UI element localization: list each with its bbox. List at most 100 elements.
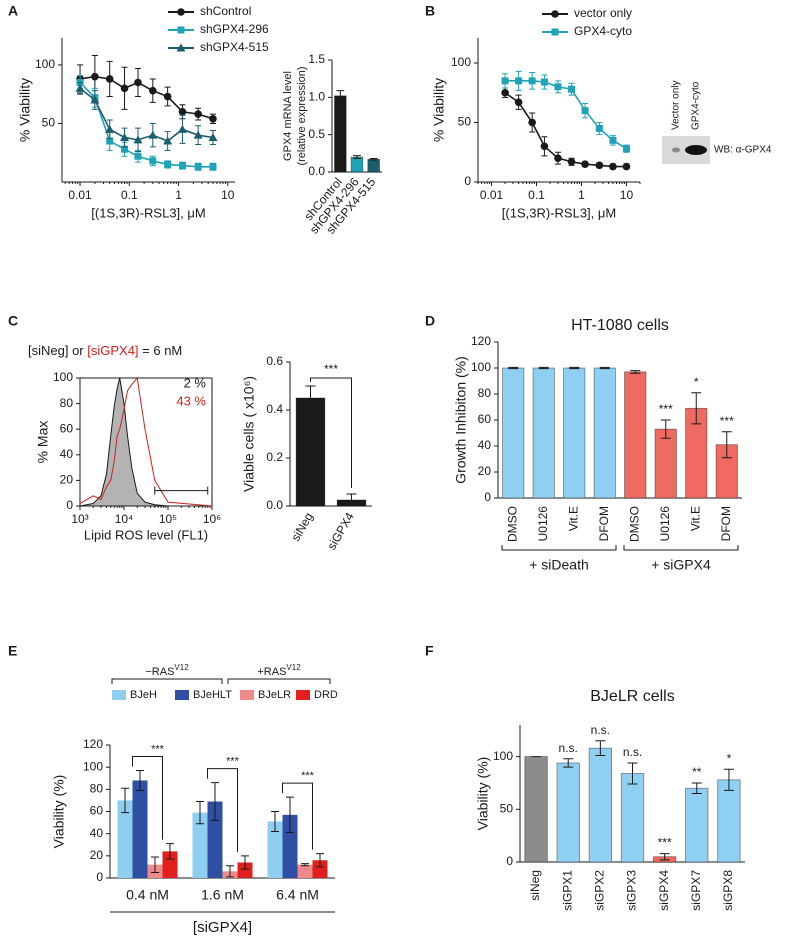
blot-band (685, 145, 707, 155)
error-bar (211, 782, 219, 821)
error-bar (660, 419, 671, 439)
y-tick-label: 40 (90, 826, 104, 840)
marker (209, 163, 217, 171)
x-tick-label: 1 (578, 188, 585, 202)
y-tick-label: 120 (83, 737, 103, 751)
x-tick-label: 10 (221, 188, 235, 202)
marker (595, 124, 603, 132)
legend-label: DRD (314, 689, 338, 701)
x-tick-label: 0.4 nM (126, 887, 169, 903)
x-tick-label: 1.6 nM (201, 887, 244, 903)
x-tick-label: 10³ (71, 512, 88, 526)
bar (237, 862, 253, 878)
panel-label: E (8, 643, 17, 659)
legend-label: BJeH (130, 689, 157, 701)
marker (106, 137, 114, 145)
y-tick-label: 80 (478, 386, 492, 400)
significance: * (694, 375, 699, 389)
y-axis-label: Viability (%) (475, 757, 491, 831)
y-tick-label: 100 (53, 370, 73, 384)
legend-swatch (296, 690, 310, 700)
bar (624, 371, 647, 499)
x-tick-label: 10 (620, 188, 634, 202)
header-part: [siGPX4] (87, 343, 138, 358)
significance-bracket (207, 768, 238, 852)
marker (609, 136, 617, 144)
y-tick-label: 60 (90, 804, 104, 818)
error-bar (151, 856, 159, 873)
significance: n.s. (623, 745, 642, 759)
error-bar (369, 158, 378, 161)
error-bar (241, 855, 249, 870)
marker (178, 162, 186, 170)
bar (117, 800, 133, 878)
marker (105, 124, 115, 133)
legend-group-sup: V12 (286, 663, 301, 672)
series-line (79, 87, 214, 142)
x-tick-label: siNeg (288, 510, 315, 544)
panel-label: A (8, 3, 18, 19)
marker (528, 77, 536, 85)
significance: *** (324, 362, 338, 376)
significance: ** (692, 765, 702, 779)
x-axis-label: [siGPX4] (193, 919, 252, 936)
bar (593, 367, 616, 499)
error-bar (346, 493, 357, 507)
marker (540, 142, 549, 151)
y-tick-label: 0 (484, 490, 491, 504)
marker (540, 78, 548, 86)
error-bar (196, 801, 204, 825)
x-tick-label: DMSO (505, 506, 519, 542)
x-tick-label: 6.4 nM (276, 887, 319, 903)
x-tick-label: 0.1 (121, 188, 138, 202)
error-bar (271, 811, 279, 832)
legend-bracket (111, 678, 223, 684)
y-axis-label: Viable cells ( x10⁶) (241, 376, 257, 492)
significance-bracket (132, 755, 163, 840)
marker (193, 130, 203, 139)
bar (524, 756, 548, 863)
y-tick-label: 100 (83, 759, 103, 773)
error-bar (569, 366, 580, 370)
marker (149, 86, 157, 95)
y-tick-label: 20 (60, 473, 74, 487)
error-bar (627, 762, 638, 785)
annotation: 43 % (176, 393, 206, 408)
legend-label: shControl (200, 4, 251, 18)
marker (105, 75, 114, 83)
panel-label: C (8, 313, 18, 329)
y-axis-label: GPX4 mRNA level (282, 71, 294, 161)
y-tick-label: 50 (500, 801, 514, 815)
marker (501, 77, 509, 85)
x-tick-label: siNeg (528, 870, 542, 901)
marker (90, 95, 100, 104)
bar (312, 860, 328, 878)
error-bar (563, 758, 574, 768)
error-bar (538, 366, 549, 370)
marker (178, 107, 187, 116)
x-tick-label: 10⁶ (203, 512, 221, 526)
error-bar (508, 366, 519, 370)
marker (515, 77, 523, 85)
marker (194, 110, 202, 118)
marker (164, 160, 172, 168)
bar (620, 773, 645, 863)
bar (556, 762, 580, 863)
marker (595, 161, 604, 170)
legend-swatch (175, 690, 189, 700)
bar (282, 814, 298, 878)
y-tick-label: 80 (60, 396, 74, 410)
x-tick-label: U0126 (658, 506, 672, 542)
y-tick-label: 0.5 (308, 127, 325, 141)
y-tick-label: 40 (60, 447, 74, 461)
marker (75, 83, 85, 92)
y-axis-label: (relative expression) (296, 66, 308, 165)
panel-label: B (425, 3, 435, 19)
error-bar (301, 863, 309, 867)
marker (528, 118, 536, 127)
y-tick-label: 0.6 (266, 354, 283, 368)
marker (163, 92, 172, 101)
x-axis-label: [(1S,3R)-RSL3], μM (502, 205, 616, 220)
marker (121, 145, 129, 153)
x-tick-label: 10⁵ (159, 512, 177, 526)
